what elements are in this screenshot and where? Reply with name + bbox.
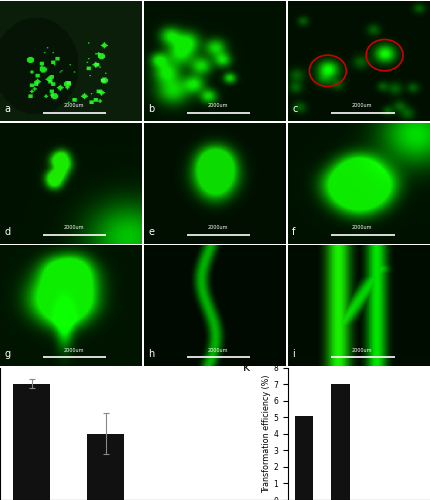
Text: i: i (292, 348, 295, 358)
Text: 2000um: 2000um (352, 348, 372, 352)
Bar (332, 384, 350, 500)
Y-axis label: Transformation efficiency (%): Transformation efficiency (%) (262, 374, 271, 493)
Text: 2000um: 2000um (352, 226, 372, 230)
Text: c: c (292, 104, 298, 115)
Text: 2000um: 2000um (352, 103, 372, 108)
Text: k: k (243, 361, 250, 374)
Text: d: d (4, 226, 10, 236)
Text: 2000um: 2000um (208, 226, 228, 230)
Text: h: h (148, 348, 154, 358)
Bar (295, 416, 313, 500)
Text: 2000um: 2000um (64, 103, 84, 108)
Text: 2000um: 2000um (208, 103, 228, 108)
Bar (13, 384, 50, 500)
Text: 2000um: 2000um (64, 348, 84, 352)
Text: f: f (292, 226, 296, 236)
Text: 2000um: 2000um (64, 226, 84, 230)
Text: a: a (4, 104, 10, 115)
Bar (87, 434, 124, 500)
Text: b: b (148, 104, 154, 115)
Text: e: e (148, 226, 154, 236)
Text: g: g (4, 348, 10, 358)
Text: 2000um: 2000um (208, 348, 228, 352)
